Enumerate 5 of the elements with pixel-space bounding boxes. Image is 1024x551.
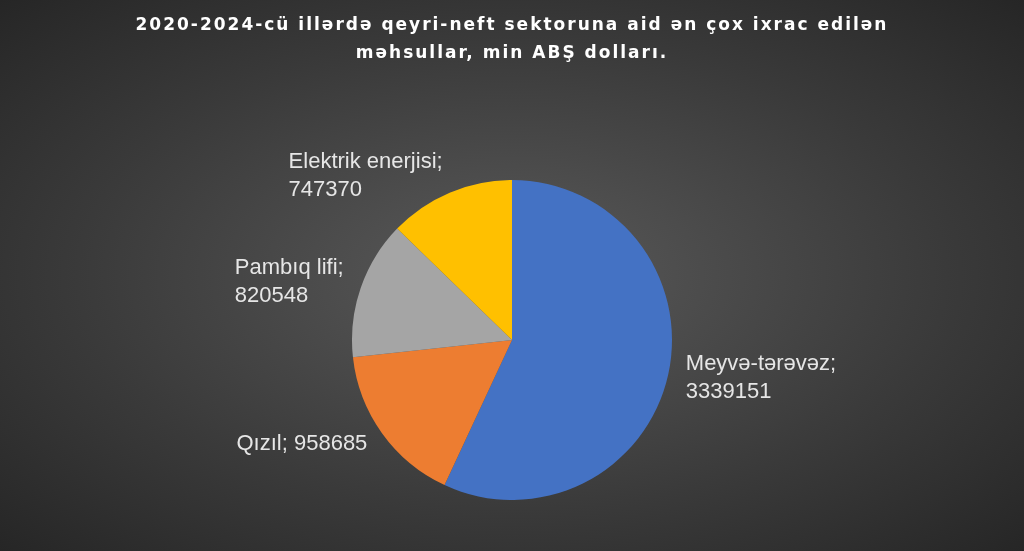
chart-title: 2020-2024-cü illərdə qeyri-neft sektoruna aid ən çox ixrac edilən məhsullar, min ABŞ dolları.: [134, 13, 890, 64]
slice-label: Pambıq lifi; 820548: [234, 254, 344, 308]
slice-label: Meyvə-tərəvəz; 3339151: [685, 350, 837, 404]
slice-label: Elektrik enerjisi; 747370: [288, 148, 443, 202]
slice-label: Qızıl; 958685: [236, 429, 368, 455]
